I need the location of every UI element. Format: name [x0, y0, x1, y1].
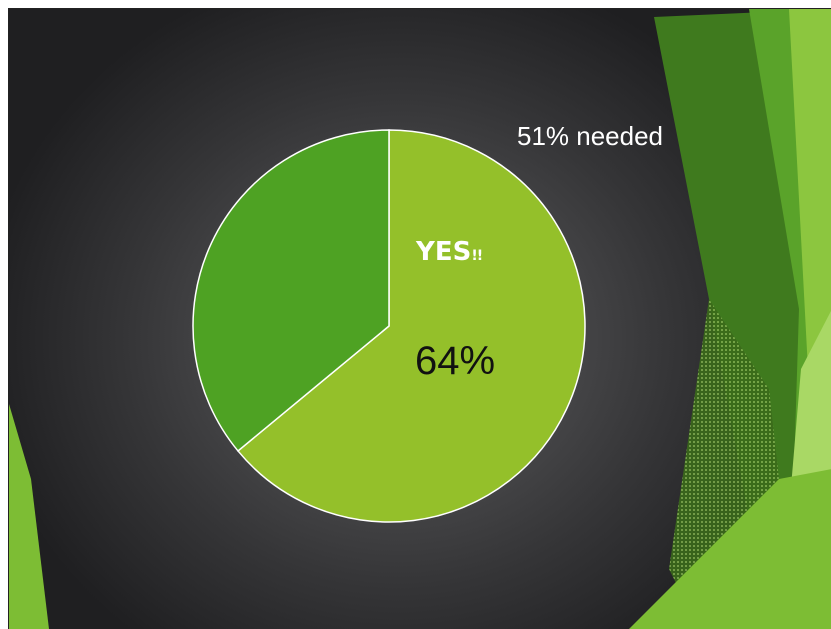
left-green-sliver	[9, 404, 49, 629]
yes-label: YES!!	[416, 237, 483, 267]
percentage-label: 64%	[415, 339, 496, 383]
yes-label-suffix: !!	[471, 248, 483, 264]
yes-label-text: YES	[416, 237, 472, 267]
pie-slice-no	[192, 129, 390, 452]
pie-chart	[192, 129, 586, 523]
bottom-green-shape	[629, 469, 831, 629]
pie-slice-yes	[236, 129, 586, 523]
slide-canvas: 51% needed YES!! 64%	[8, 8, 831, 629]
threshold-annotation: 51% needed	[517, 121, 664, 151]
green-shapes-decoration	[9, 9, 831, 629]
